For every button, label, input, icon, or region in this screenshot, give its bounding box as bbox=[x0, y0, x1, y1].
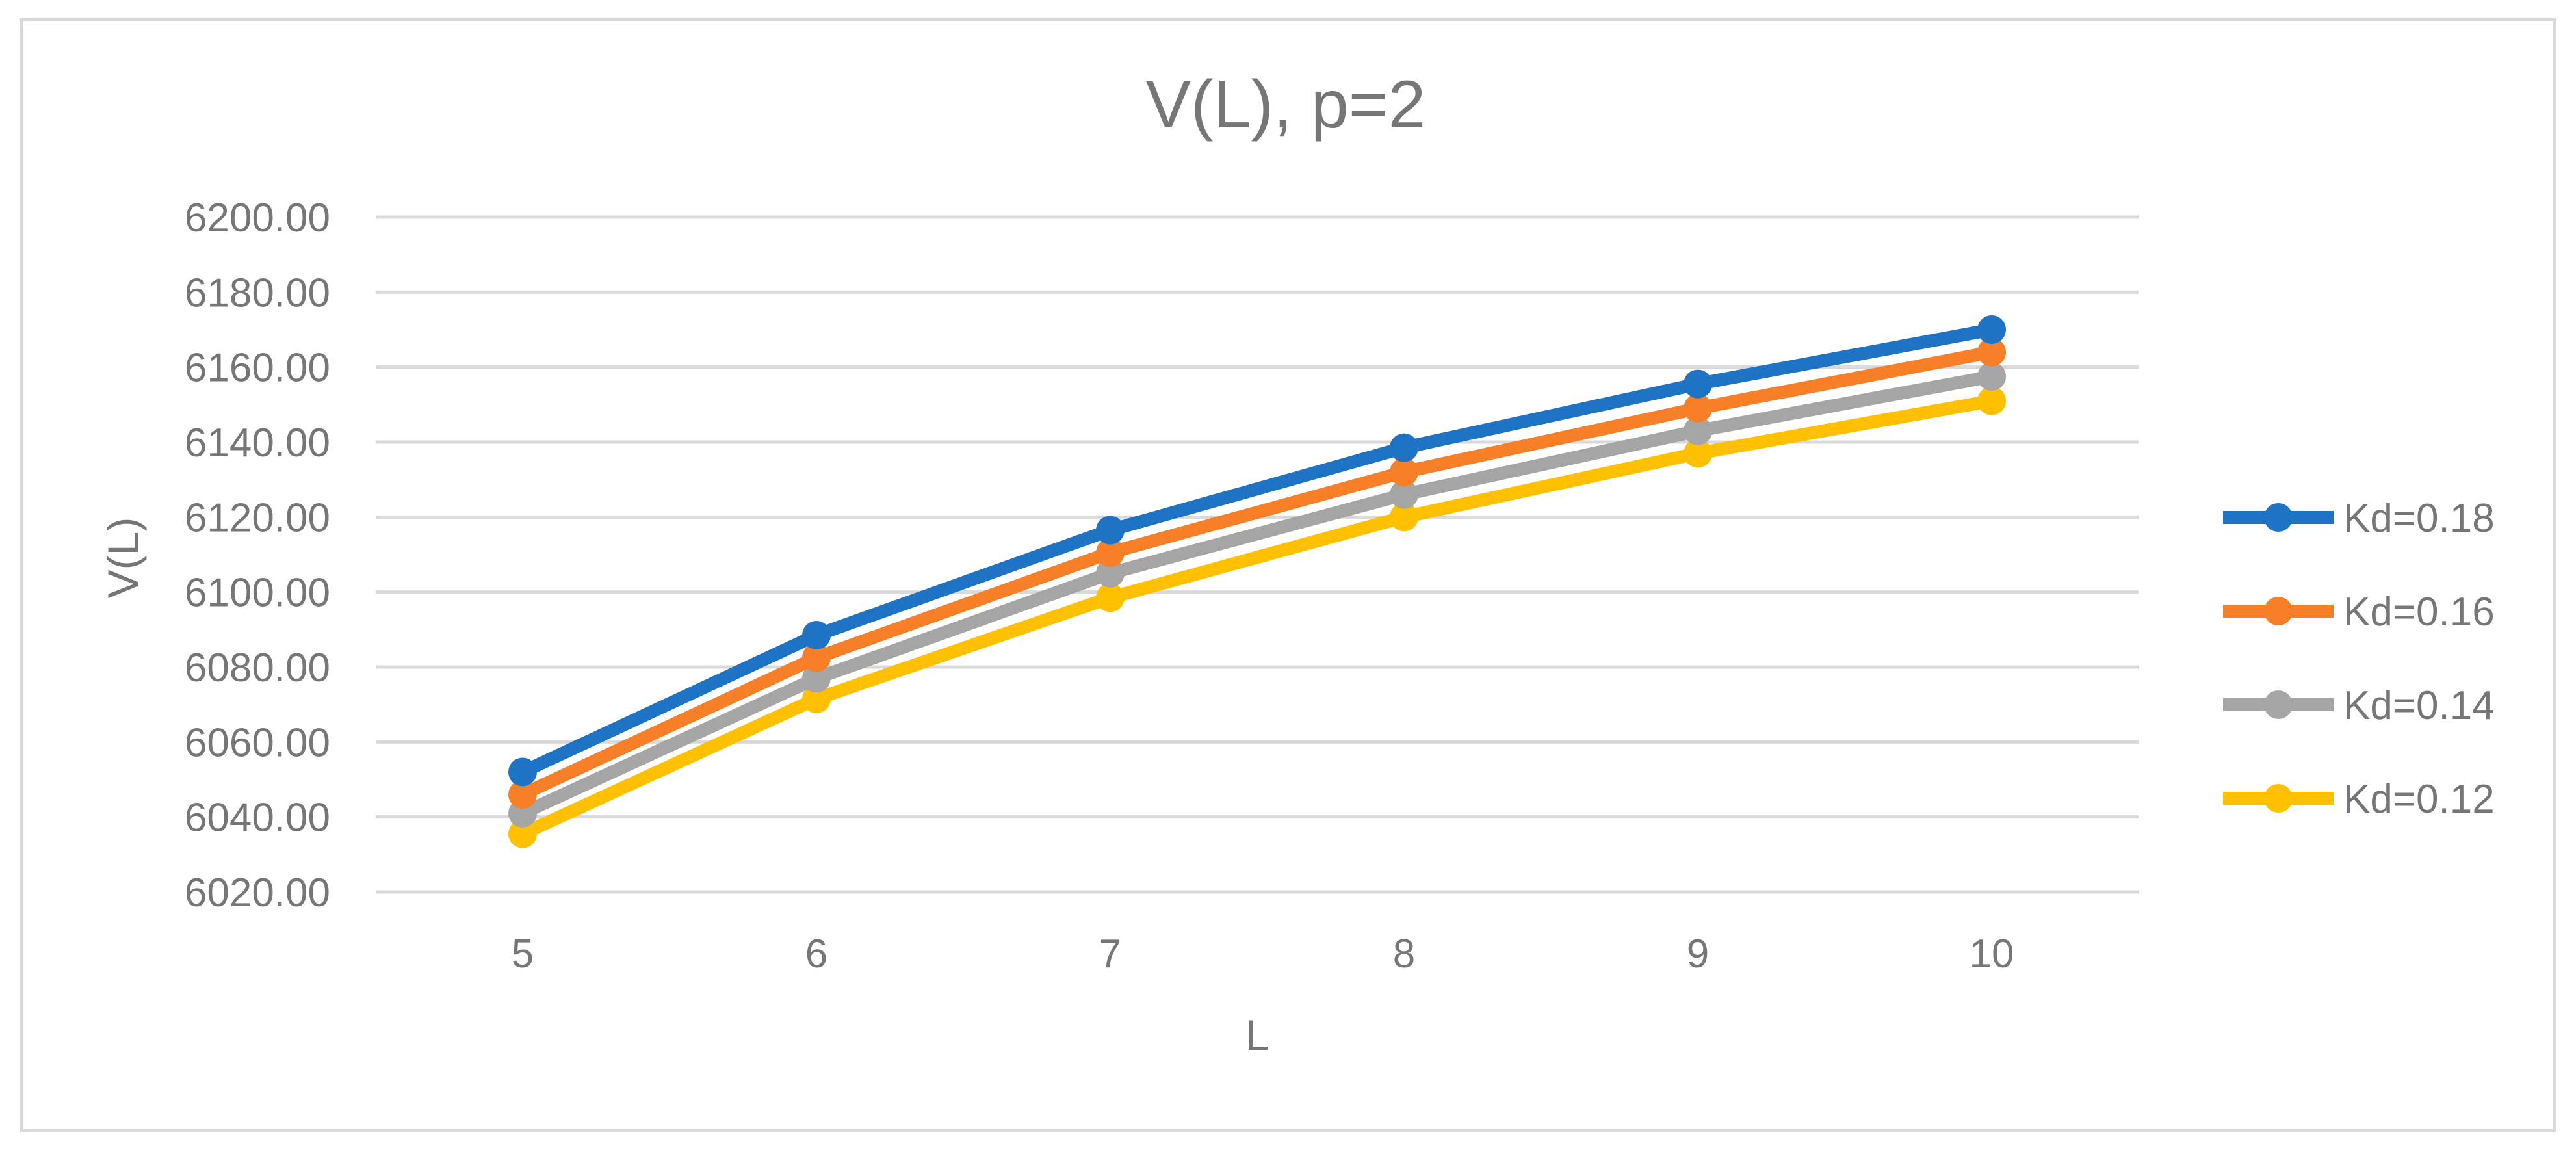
chart-frame bbox=[20, 18, 2556, 1132]
data-point bbox=[802, 664, 831, 693]
legend-item: Kd=0.16 bbox=[2223, 590, 2495, 635]
data-point bbox=[508, 780, 537, 809]
y-tick-label: 6180.00 bbox=[185, 270, 330, 315]
legend-label: Kd=0.18 bbox=[2343, 496, 2495, 541]
data-point bbox=[1096, 583, 1125, 612]
series-layer bbox=[508, 315, 2006, 848]
x-tick-label: 6 bbox=[805, 932, 827, 976]
legend-swatch-marker bbox=[2264, 597, 2293, 625]
data-point bbox=[1390, 458, 1418, 487]
legend-item: Kd=0.12 bbox=[2223, 777, 2495, 822]
y-tick-label: 6120.00 bbox=[185, 495, 330, 540]
data-point bbox=[1684, 369, 1712, 399]
data-point bbox=[1977, 337, 2006, 367]
x-axis-title: L bbox=[1245, 1011, 1269, 1059]
legend-label: Kd=0.14 bbox=[2343, 683, 2495, 728]
y-tick-label: 6200.00 bbox=[185, 196, 330, 241]
series-Kd=0.18 bbox=[508, 315, 2006, 787]
x-axis-ticks: 5 6 7 8 9 10 bbox=[512, 932, 2014, 976]
y-axis-title: V(L) bbox=[99, 517, 147, 599]
x-tick-label: 8 bbox=[1393, 932, 1415, 976]
data-point bbox=[802, 685, 831, 714]
data-point bbox=[1977, 362, 2006, 391]
series-Kd=0.16 bbox=[508, 337, 2006, 809]
chart-title: V(L), p=2 bbox=[1146, 67, 1426, 142]
y-tick-label: 6080.00 bbox=[185, 646, 330, 690]
y-axis-ticks: 6020.00 6040.00 6060.00 6080.00 6100.00 6120.… bbox=[185, 196, 330, 915]
series-line bbox=[516, 345, 1998, 802]
y-tick-label: 6020.00 bbox=[185, 871, 330, 915]
data-point bbox=[1390, 503, 1418, 532]
legend-label: Kd=0.12 bbox=[2343, 777, 2495, 822]
data-point bbox=[1096, 538, 1125, 568]
drop-lines bbox=[521, 330, 1994, 834]
x-tick-label: 10 bbox=[1970, 932, 2014, 976]
series-line bbox=[516, 394, 1998, 841]
series-line bbox=[516, 323, 1998, 779]
y-tick-label: 6040.00 bbox=[185, 796, 330, 841]
data-point bbox=[1977, 315, 2006, 344]
y-tick-label: 6140.00 bbox=[185, 421, 330, 465]
data-point bbox=[1390, 480, 1418, 509]
data-point bbox=[1684, 439, 1712, 468]
data-point bbox=[1096, 516, 1125, 545]
legend-item: Kd=0.14 bbox=[2223, 683, 2495, 728]
x-tick-label: 9 bbox=[1687, 932, 1709, 976]
data-point bbox=[802, 643, 831, 672]
data-point bbox=[508, 819, 537, 848]
x-tick-label: 7 bbox=[1099, 932, 1121, 976]
legend-swatch-marker bbox=[2264, 503, 2293, 532]
legend-swatch-marker bbox=[2264, 784, 2293, 813]
series-Kd=0.12 bbox=[508, 386, 2006, 848]
data-point bbox=[1977, 386, 2006, 415]
legend-swatch-marker bbox=[2264, 690, 2293, 719]
series-line bbox=[516, 370, 1998, 820]
y-tick-label: 6060.00 bbox=[185, 720, 330, 765]
gridlines bbox=[376, 215, 2139, 894]
y-tick-label: 6160.00 bbox=[185, 346, 330, 391]
legend-label: Kd=0.16 bbox=[2343, 590, 2495, 635]
data-point bbox=[1096, 558, 1125, 588]
data-point bbox=[802, 620, 831, 649]
x-tick-label: 5 bbox=[512, 932, 534, 976]
data-point bbox=[1684, 416, 1712, 445]
data-point bbox=[508, 757, 537, 787]
y-tick-label: 6100.00 bbox=[185, 571, 330, 616]
legend-item: Kd=0.18 bbox=[2223, 496, 2495, 541]
data-point bbox=[1390, 433, 1418, 462]
legend: Kd=0.18 Kd=0.16 Kd=0.14 Kd=0.12 bbox=[2223, 496, 2495, 822]
data-point bbox=[1684, 394, 1712, 423]
